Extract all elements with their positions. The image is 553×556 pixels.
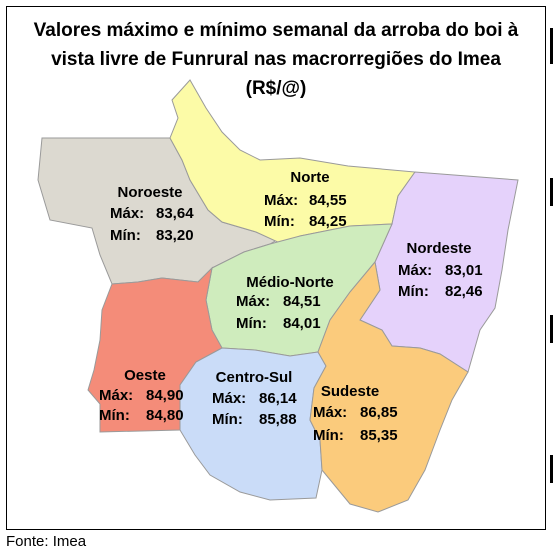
region-centro-sul xyxy=(179,347,327,501)
edge-mark-middle xyxy=(550,315,553,343)
min-label-norte: Mín: xyxy=(264,213,295,230)
max-label-norte: Máx: xyxy=(264,192,298,209)
min-label-medio-norte: Mín: xyxy=(236,315,267,332)
edge-mark-lower xyxy=(550,455,553,483)
min-value-nordeste: 82,46 xyxy=(445,283,483,300)
max-label-noroeste: Máx: xyxy=(110,205,144,222)
min-label-centro-sul: Mín: xyxy=(212,411,243,428)
max-label-medio-norte: Máx: xyxy=(236,293,270,310)
edge-mark-upper xyxy=(550,178,553,206)
min-value-norte: 84,25 xyxy=(309,213,347,230)
max-value-sudeste: 86,85 xyxy=(360,404,398,421)
region-name-nordeste: Nordeste xyxy=(406,240,471,257)
max-value-nordeste: 83,01 xyxy=(445,262,483,279)
source-note: Fonte: Imea xyxy=(6,533,87,550)
title-line-1: Valores máximo e mínimo semanal da arrob… xyxy=(33,20,519,41)
region-name-sudeste: Sudeste xyxy=(321,383,379,400)
region-name-noroeste: Noroeste xyxy=(117,184,182,201)
min-label-sudeste: Mín: xyxy=(313,427,344,444)
min-label-oeste: Mín: xyxy=(99,407,130,424)
region-name-centro-sul: Centro-Sul xyxy=(216,369,293,386)
region-name-oeste: Oeste xyxy=(124,367,166,384)
max-value-medio-norte: 84,51 xyxy=(283,293,321,310)
max-label-sudeste: Máx: xyxy=(313,404,347,421)
max-value-norte: 84,55 xyxy=(309,192,347,209)
region-sudeste xyxy=(309,260,469,513)
min-value-oeste: 84,80 xyxy=(146,407,184,424)
title-line-2: vista livre de Funrural nas macrorregiõe… xyxy=(51,49,501,70)
min-value-noroeste: 83,20 xyxy=(156,227,194,244)
min-label-noroeste: Mín: xyxy=(110,227,141,244)
min-value-medio-norte: 84,01 xyxy=(283,315,321,332)
map-title: Valores máximo e mínimo semanal da arrob… xyxy=(6,16,546,103)
title-line-3: (R$/@) xyxy=(245,78,307,99)
max-label-nordeste: Máx: xyxy=(398,262,432,279)
region-name-norte: Norte xyxy=(290,169,329,186)
min-label-nordeste: Mín: xyxy=(398,283,429,300)
max-label-centro-sul: Máx: xyxy=(212,390,246,407)
region-name-medio-norte: Médio-Norte xyxy=(246,274,334,291)
max-value-centro-sul: 86,14 xyxy=(259,390,297,407)
min-value-centro-sul: 85,88 xyxy=(259,411,297,428)
edge-mark-top xyxy=(550,28,553,64)
max-label-oeste: Máx: xyxy=(99,387,133,404)
min-value-sudeste: 85,35 xyxy=(360,427,398,444)
region-labels: Noroeste Máx: 83,64 Mín: 83,20 Norte Máx: 84,55… xyxy=(99,169,483,444)
max-value-oeste: 84,90 xyxy=(146,387,184,404)
max-value-noroeste: 83,64 xyxy=(156,205,194,222)
